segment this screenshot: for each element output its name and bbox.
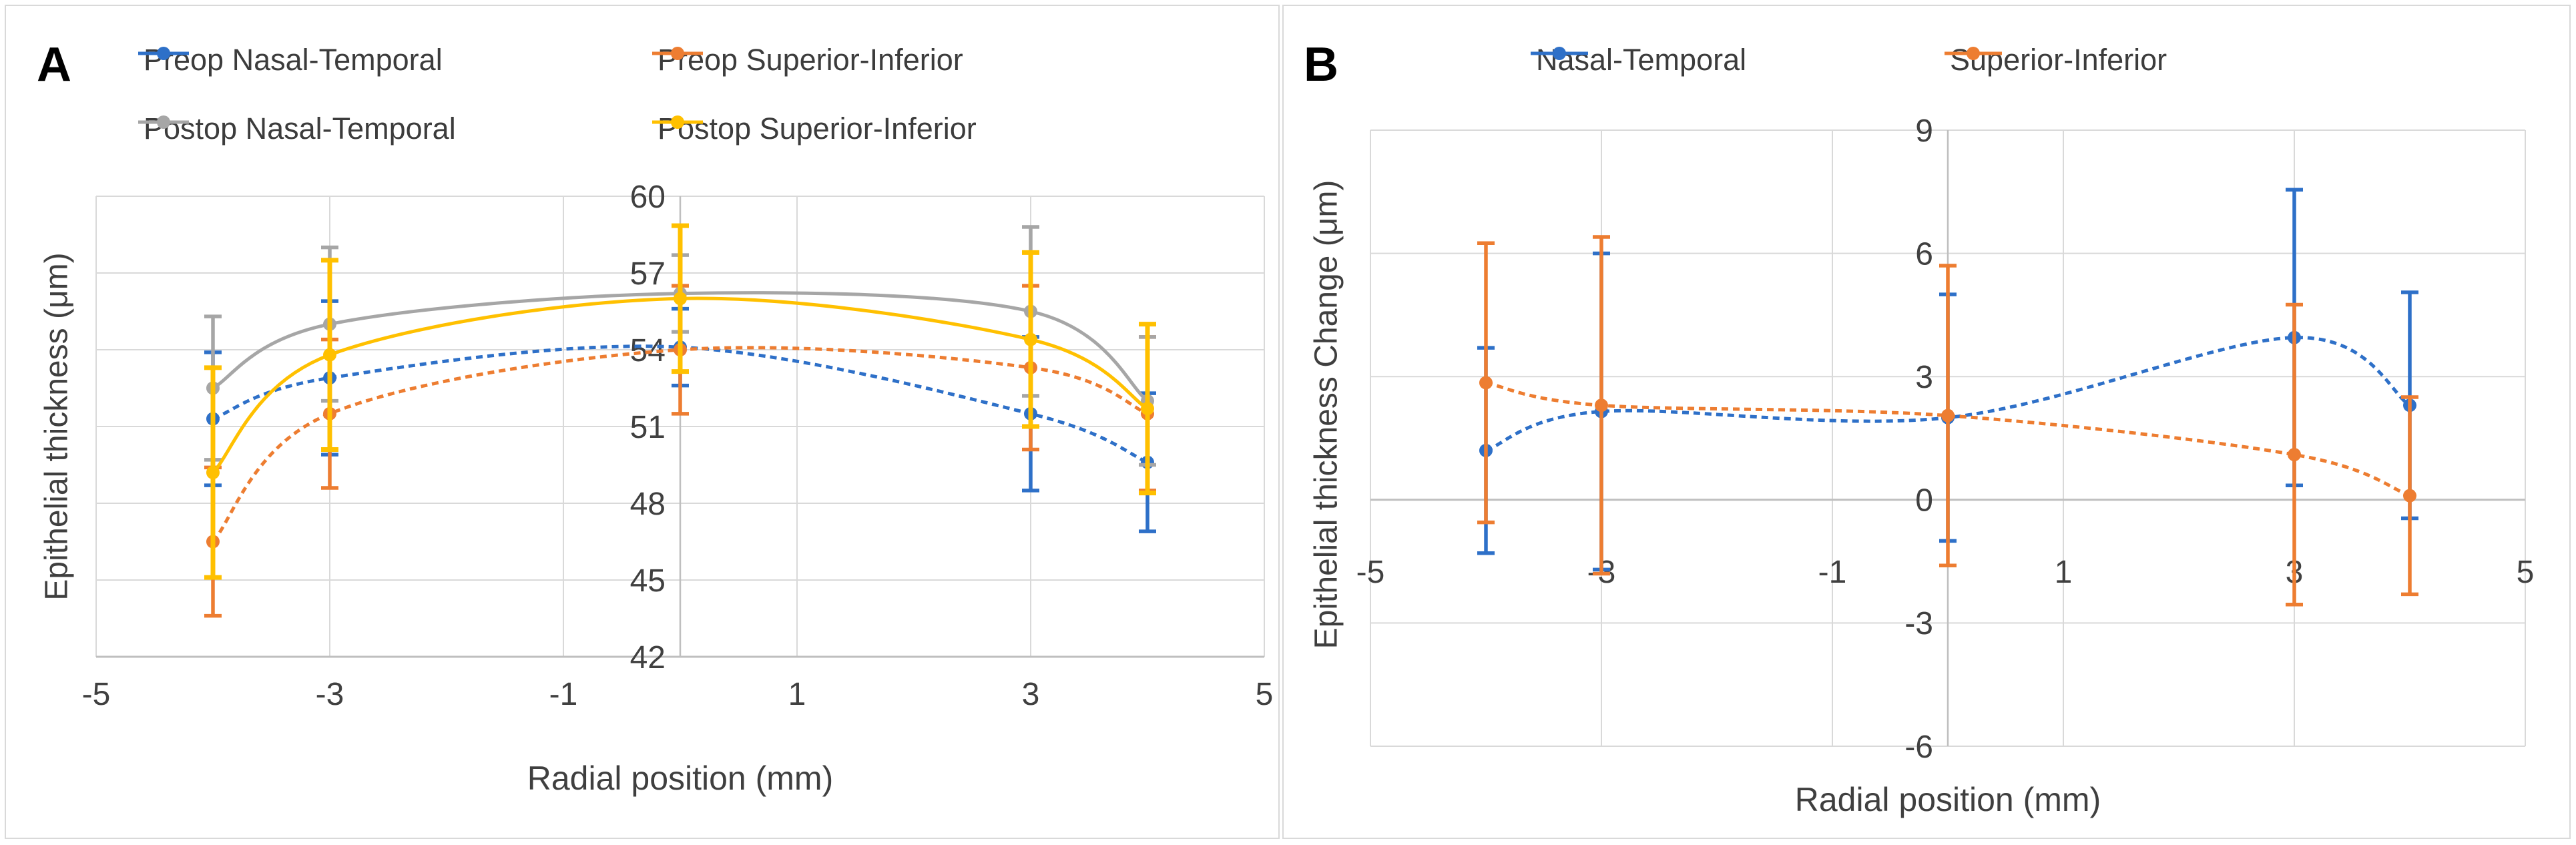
legend-item-superior-inferior: Superior-Inferior [1943, 43, 2167, 77]
x-tick-label: 1 [2055, 555, 2073, 590]
panel-b-x-axis-title: Radial position (mm) [1794, 781, 2101, 818]
legend-label: Postop Nasal-Temporal [144, 111, 456, 146]
x-tick-label: 5 [2517, 555, 2535, 590]
legend-marker-icon [138, 47, 189, 60]
y-tick-label: 6 [1915, 236, 1933, 272]
data-point-marker [2288, 448, 2301, 462]
data-point-marker [1941, 408, 1955, 422]
x-tick-label: 1 [788, 677, 806, 712]
panel-a-x-axis-title: Radial position (mm) [527, 760, 834, 797]
x-tick-label: -3 [316, 677, 344, 712]
legend-marker-icon [652, 115, 703, 129]
series-line [212, 346, 1148, 543]
data-point-marker [206, 466, 220, 479]
y-tick-label: 9 [1915, 113, 1933, 149]
panel-b-label: B [1304, 38, 1338, 91]
data-point-marker [1024, 332, 1037, 346]
data-point-marker [1141, 402, 1154, 416]
data-point-marker [674, 292, 687, 306]
panel-a: 42 45 48 51 54 57 60 -5 -3 -1 1 3 5 A Epithelial thi… [5, 5, 1280, 839]
y-tick-label: -3 [1904, 606, 1933, 641]
x-tick-label: -5 [82, 677, 111, 712]
series-superior-inferior [1477, 235, 2418, 607]
legend-item-preop-nasal-temporal: Preop Nasal-Temporal [137, 43, 443, 77]
legend-item-postop-superior-inferior: Postop Superior-Inferior [651, 111, 977, 146]
x-tick-label: -1 [549, 677, 578, 712]
legend-marker-icon [1945, 47, 2002, 60]
legend-item-postop-nasal-temporal: Postop Nasal-Temporal [137, 111, 456, 146]
data-point-marker [2403, 489, 2416, 503]
y-tick-label: 45 [630, 563, 666, 599]
y-tick-label: 57 [630, 256, 666, 292]
y-tick-label: 0 [1915, 483, 1933, 519]
x-tick-label: -5 [1356, 555, 1385, 590]
legend-marker-icon [652, 47, 703, 60]
y-tick-label: -6 [1904, 730, 1933, 765]
series-line [1485, 380, 2410, 498]
legend-marker-icon [138, 115, 189, 129]
y-tick-label: 51 [630, 410, 666, 445]
series-line [1485, 336, 2411, 453]
data-point-marker [1479, 376, 1493, 390]
legend-label: Preop Nasal-Temporal [144, 43, 443, 77]
series-postop-superior-inferior [204, 223, 1156, 580]
x-tick-label: 3 [1022, 677, 1040, 712]
panel-a-y-axis-title: Epithelial thickness (μm) [39, 252, 75, 601]
y-tick-label: 48 [630, 487, 666, 522]
x-tick-label: -1 [1818, 555, 1847, 590]
x-tick-label: 5 [1256, 677, 1274, 712]
legend-item-nasal-temporal: Nasal-Temporal [1529, 43, 1746, 77]
legend-marker-icon [1531, 47, 1588, 60]
y-tick-label: 60 [630, 180, 666, 215]
panel-a-label: A [37, 38, 71, 91]
legend-label: Preop Superior-Inferior [658, 43, 963, 77]
legend-label: Postop Superior-Inferior [658, 111, 977, 146]
data-point-marker [323, 348, 336, 362]
panel-b-y-axis-title: Epithelial thickness Change (μm) [1308, 180, 1344, 649]
legend-label: Nasal-Temporal [1536, 43, 1747, 77]
legend-item-preop-superior-inferior: Preop Superior-Inferior [651, 43, 963, 77]
data-point-marker [1595, 398, 1608, 412]
legend-label: Superior-Inferior [1950, 43, 2167, 77]
y-tick-label: 42 [630, 640, 666, 675]
y-tick-label: 3 [1915, 360, 1933, 395]
